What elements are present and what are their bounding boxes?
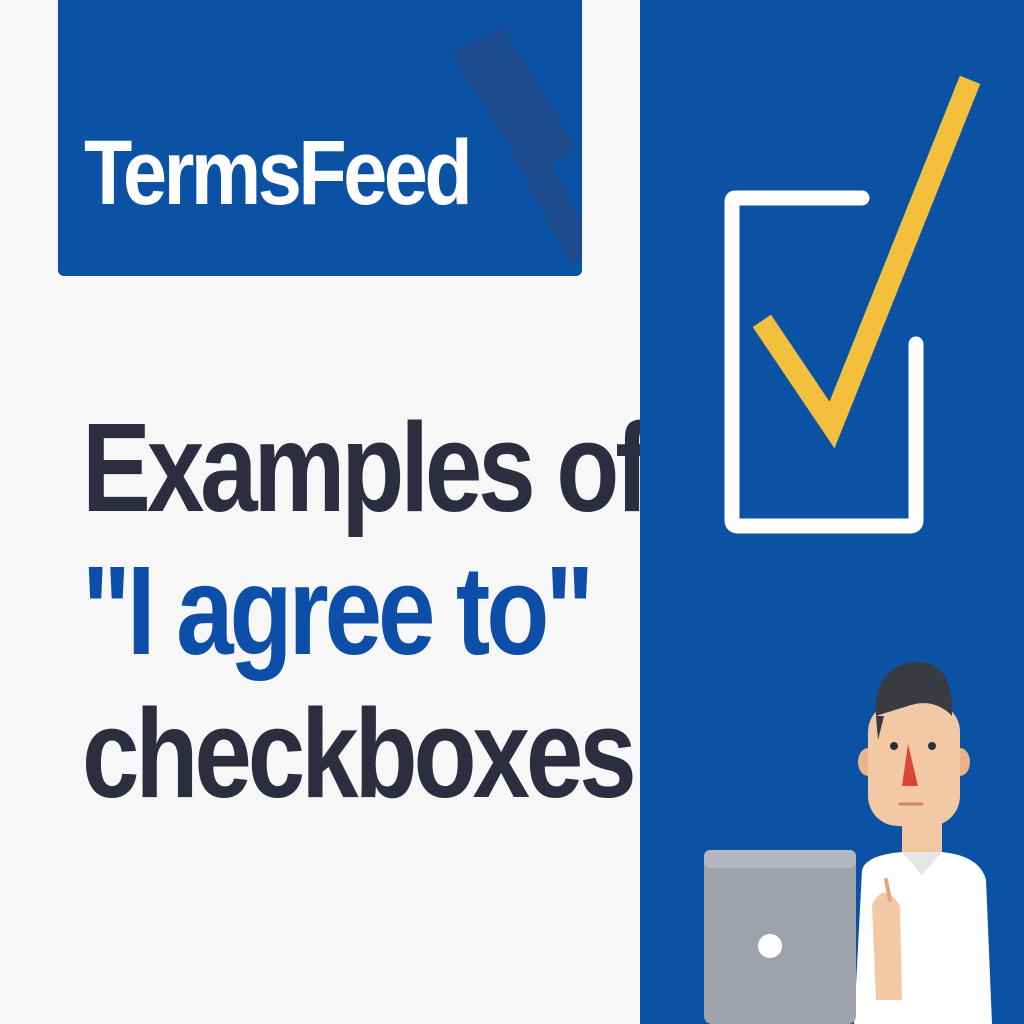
illustration [704,75,992,1024]
illustration-panel [640,0,1024,1024]
checkbox-icon [724,190,924,534]
person-figure [854,661,992,1024]
logo-banner: TermsFeed [58,0,582,276]
headline-line-1: Examples of [82,397,650,538]
headline: Examples of "I agree to" checkboxes [82,396,650,825]
laptop-icon [704,850,856,1024]
headline-line-3: checkboxes [82,683,637,824]
gavel-icon [450,28,582,264]
checkmark-icon [752,75,981,449]
logo-text: TermsFeed [84,122,473,224]
headline-line-2: "I agree to" [82,540,594,681]
